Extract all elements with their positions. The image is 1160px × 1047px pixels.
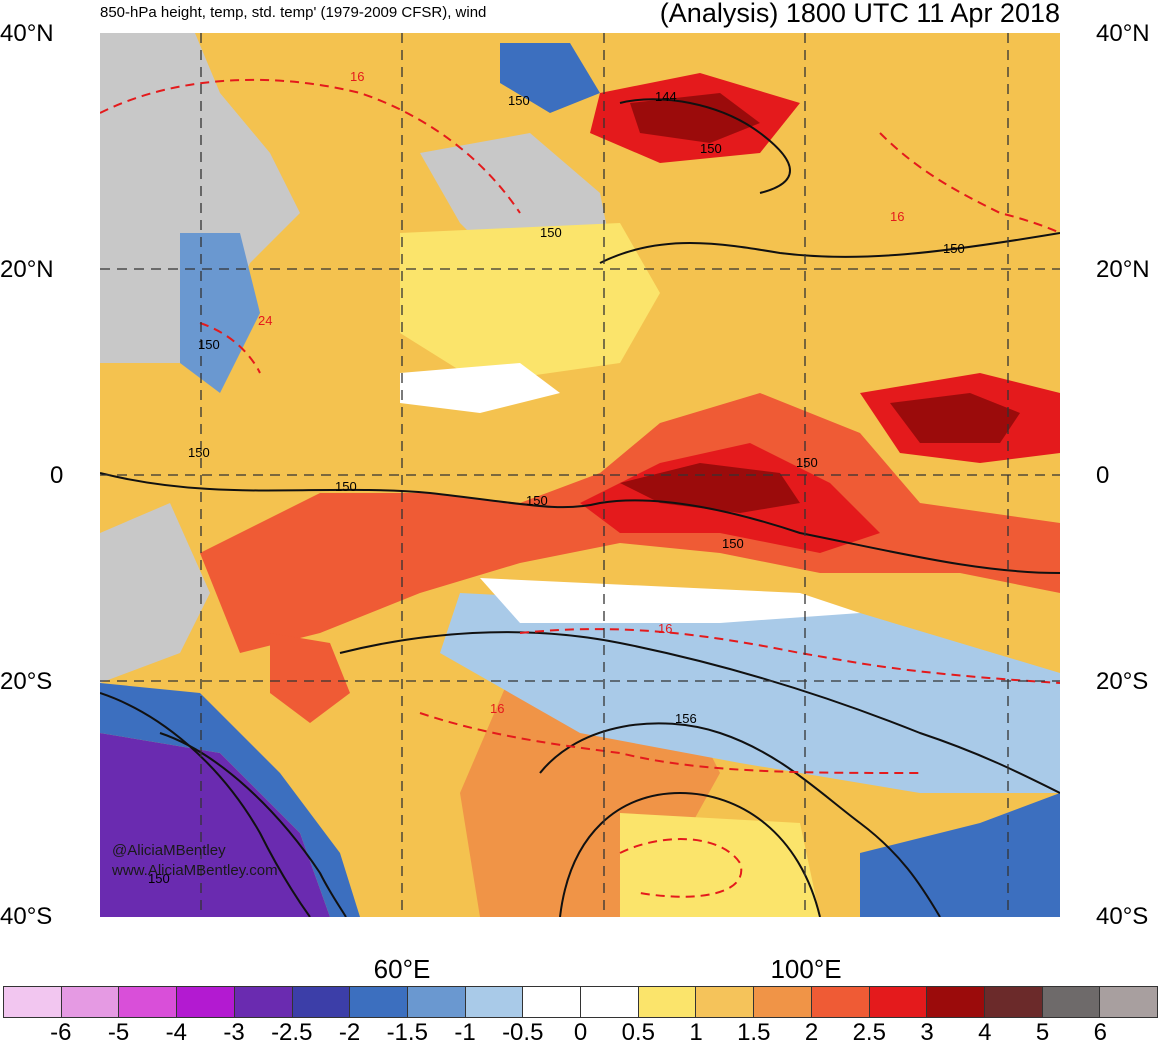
contour-label: 150 — [188, 445, 210, 460]
contour-label: 16 — [658, 621, 672, 636]
anomaly-blue-southwest — [100, 683, 360, 917]
credit-site: www.AliciaMBentley.com — [112, 862, 278, 879]
colorbar-swatch — [1042, 987, 1101, 1017]
analysis-time: (Analysis) 1800 UTC 11 Apr 2018 — [659, 0, 1060, 28]
contour-label: 150 — [198, 337, 220, 352]
lat-label-20s-right: 20°S — [1096, 668, 1149, 695]
colorbar-swatch — [234, 987, 293, 1017]
colorbar-swatch — [350, 987, 408, 1017]
lat-label-40n-right: 40°N — [1096, 20, 1150, 47]
land-arabia — [100, 33, 300, 363]
colorbar-tick-label: -0.5 — [502, 1019, 544, 1046]
colorbar-tick-label: -5 — [107, 1019, 130, 1046]
contour-label: 150 — [526, 493, 548, 508]
colorbar-tick-label: -3 — [223, 1019, 245, 1046]
lat-label-40s-right: 40°S — [1096, 903, 1149, 930]
colorbar-tick-label: -1 — [454, 1019, 476, 1046]
anomaly-white-bay — [400, 363, 560, 413]
colorbar-tick-label: 0.5 — [621, 1019, 655, 1046]
anomaly-colorbar — [3, 986, 1158, 1018]
anomaly-red-madagascar — [270, 633, 350, 723]
credit-handle: @AliciaMBentley — [112, 842, 226, 859]
colorbar-tick-label: 2.5 — [852, 1019, 886, 1046]
colorbar-swatch — [407, 987, 466, 1017]
anomaly-white-belt — [480, 578, 860, 623]
lat-label-20n-right: 20°N — [1096, 256, 1150, 283]
contour-label: 150 — [943, 241, 965, 256]
contour-label: 16 — [890, 209, 904, 224]
lat-label-eq-left: 0 — [50, 462, 64, 489]
contour-label: 144 — [655, 89, 677, 104]
colorbar-tick-label: 4 — [978, 1019, 992, 1046]
lat-label-eq-right: 0 — [1096, 462, 1110, 489]
colorbar-tick-label: -2 — [338, 1019, 361, 1046]
contour-label: 150 — [796, 455, 818, 470]
anomaly-blue-southeast — [860, 793, 1060, 917]
lat-label-20s-left: 20°S — [0, 668, 53, 695]
colorbar-swatch — [581, 987, 639, 1017]
contour-label: 24 — [258, 313, 272, 328]
colorbar-swatch — [119, 987, 178, 1017]
colorbar-tick-label: 6 — [1093, 1019, 1107, 1046]
colorbar-swatch — [1100, 987, 1158, 1017]
map-title: 850-hPa height, temp, std. temp' (1979-2… — [100, 4, 487, 21]
weather-map: 16 150 144 150 150 16 150 24 150 150 150… — [100, 33, 1060, 917]
contour-label: 150 — [508, 93, 530, 108]
colorbar-tick-label: 5 — [1035, 1019, 1050, 1046]
colorbar-tick-label: 2 — [804, 1019, 819, 1046]
colorbar-swatch — [465, 987, 524, 1017]
graticule — [100, 33, 1060, 917]
contour-label: 150 — [335, 479, 357, 494]
contour-label: 16 — [490, 701, 504, 716]
colorbar-tick-label: 1.5 — [737, 1019, 771, 1046]
colorbar-tick-label: -2.5 — [271, 1019, 313, 1046]
colorbar-tick-label: -1.5 — [386, 1019, 428, 1046]
contour-label: 150 — [148, 871, 170, 886]
anomaly-maroon-east — [890, 393, 1020, 443]
colorbar-swatch — [869, 987, 928, 1017]
contour-label: 150 — [722, 536, 744, 551]
anomaly-blue-red-sea — [180, 233, 260, 393]
colorbar-swatch — [638, 987, 697, 1017]
anomaly-lightblue-belt — [440, 593, 1060, 793]
lon-label-100e: 100°E — [770, 954, 842, 984]
lat-label-20n-left: 20°N — [0, 256, 54, 283]
colorbar-tick-label: -4 — [165, 1019, 187, 1046]
contour-label: 150 — [700, 141, 722, 156]
colorbar-swatch — [523, 987, 582, 1017]
lat-label-40n-left: 40°N — [0, 20, 54, 47]
contour-label: 156 — [675, 711, 697, 726]
colorbar-swatch — [696, 987, 755, 1017]
colorbar-swatch — [4, 987, 62, 1017]
colorbar-swatch — [811, 987, 870, 1017]
map-canvas: 16 150 144 150 150 16 150 24 150 150 150… — [100, 33, 1060, 917]
land-africa-south — [100, 503, 210, 683]
colorbar-swatch — [754, 987, 812, 1017]
colorbar-swatch — [984, 987, 1043, 1017]
colorbar-swatch — [61, 987, 120, 1017]
anomaly-yellow-se — [620, 813, 820, 917]
lat-label-40s-left: 40°S — [0, 903, 53, 930]
contour-label: 150 — [540, 225, 562, 240]
lon-label-60e: 60°E — [373, 954, 431, 984]
anomaly-maroon-tibet — [630, 93, 760, 143]
colorbar-swatch — [927, 987, 985, 1017]
anomaly-yellow-north — [400, 223, 660, 383]
colorbar-tick-label: -6 — [50, 1019, 72, 1046]
temperature-contours — [100, 78, 1060, 898]
colorbar-tick-label: 0 — [573, 1019, 588, 1046]
colorbar-tick-label: 3 — [920, 1019, 934, 1046]
anomaly-blue-himalaya — [500, 43, 600, 113]
contour-label: 16 — [350, 69, 364, 84]
colorbar-swatch — [292, 987, 351, 1017]
anomaly-purple-southwest — [100, 733, 330, 917]
height-contours — [100, 98, 1060, 917]
contour-label-layer: 16 150 144 150 150 16 150 24 150 150 150… — [148, 69, 965, 886]
colorbar-tick-label: 1 — [689, 1019, 703, 1046]
colorbar-swatch — [177, 987, 235, 1017]
